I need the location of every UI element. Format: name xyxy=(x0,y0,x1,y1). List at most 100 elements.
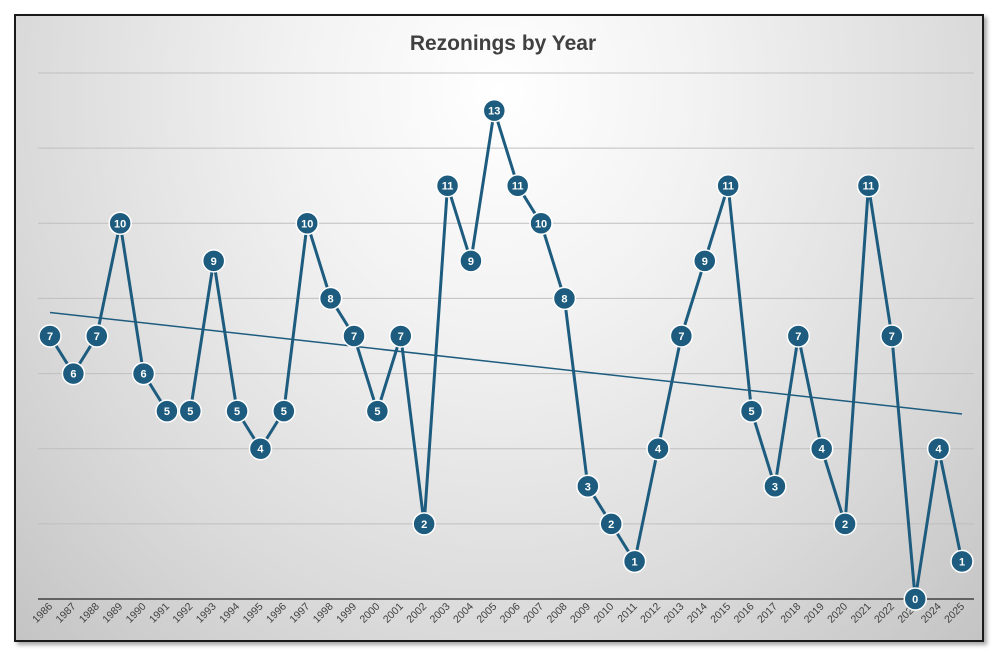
series-line xyxy=(48,109,964,601)
data-label: 6 xyxy=(140,369,146,381)
data-point xyxy=(809,436,834,461)
x-tick-label: 2021 xyxy=(849,601,874,626)
x-tick-label: 2018 xyxy=(778,601,803,626)
x-tick-label: 2000 xyxy=(358,601,383,626)
data-label: 4 xyxy=(257,444,264,456)
data-point xyxy=(763,474,787,499)
data-label: 1 xyxy=(632,556,638,568)
data-label: 9 xyxy=(211,256,217,268)
data-label: 6 xyxy=(70,369,76,381)
data-point xyxy=(786,324,811,348)
x-tick-label: 2015 xyxy=(708,601,733,626)
trendline xyxy=(49,311,963,415)
x-tick-label: 2025 xyxy=(942,601,967,626)
data-point xyxy=(669,324,694,348)
data-label: 1 xyxy=(959,556,965,568)
data-point xyxy=(61,361,86,386)
data-label: 5 xyxy=(234,406,240,418)
data-label: 7 xyxy=(398,331,404,343)
data-point xyxy=(950,549,974,574)
data-label: 7 xyxy=(678,331,684,343)
x-tick-label: 1996 xyxy=(264,601,289,626)
gridlines xyxy=(38,72,974,525)
data-label: 5 xyxy=(748,406,754,418)
x-tick-label: 2013 xyxy=(662,601,687,626)
data-label: 11 xyxy=(512,181,524,193)
chart-title: Rezonings by Year xyxy=(410,32,596,55)
x-tick-label: 1999 xyxy=(334,601,359,626)
data-point xyxy=(412,512,436,536)
data-label: 7 xyxy=(47,331,53,343)
data-label: 3 xyxy=(772,481,778,493)
data-point xyxy=(856,173,881,198)
data-point xyxy=(622,549,647,574)
data-label: 8 xyxy=(561,293,567,305)
data-label: 10 xyxy=(114,218,126,230)
x-tick-label: 2022 xyxy=(872,601,897,626)
data-label: 9 xyxy=(702,256,708,268)
data-point xyxy=(108,211,132,236)
data-point xyxy=(576,474,600,499)
data-point xyxy=(903,587,927,611)
x-tick-label: 2009 xyxy=(568,601,593,626)
x-tick-label: 2004 xyxy=(451,601,476,626)
data-point xyxy=(552,286,577,311)
x-tick-label: 2012 xyxy=(638,601,663,626)
data-label: 9 xyxy=(468,256,474,268)
x-tick-label: 1995 xyxy=(241,601,266,626)
data-point xyxy=(85,324,109,348)
data-point xyxy=(225,399,249,423)
x-tick-label: 1992 xyxy=(170,601,195,626)
data-point xyxy=(155,399,179,423)
data-point xyxy=(38,324,62,348)
x-tick-label: 1989 xyxy=(100,601,125,626)
x-tick-label: 2001 xyxy=(381,601,406,626)
data-label: 3 xyxy=(585,481,591,493)
x-axis: 1986198719881989199019911992199319941995… xyxy=(30,598,974,626)
data-point xyxy=(248,436,273,461)
data-point xyxy=(178,399,203,423)
x-tick-label: 2020 xyxy=(825,601,850,626)
data-label: 5 xyxy=(164,406,170,418)
data-point xyxy=(833,512,857,536)
x-tick-label: 1997 xyxy=(287,601,312,626)
data-label: 4 xyxy=(936,444,943,456)
data-point xyxy=(459,249,483,273)
x-tick-label: 2006 xyxy=(498,601,523,626)
data-point xyxy=(926,436,951,461)
data-point xyxy=(365,399,390,423)
data-point xyxy=(880,324,904,348)
x-tick-label: 1993 xyxy=(194,601,219,626)
data-label: 11 xyxy=(722,181,734,193)
x-tick-label: 2003 xyxy=(428,601,453,626)
x-tick-label: 1988 xyxy=(77,601,102,626)
x-tick-label: 2002 xyxy=(404,601,429,626)
data-label: 7 xyxy=(94,331,100,343)
data-point xyxy=(716,173,740,198)
x-tick-label: 2016 xyxy=(732,601,757,626)
data-point xyxy=(201,249,226,273)
data-label: 5 xyxy=(281,406,287,418)
data-point xyxy=(739,399,764,423)
data-point xyxy=(482,98,507,123)
data-point xyxy=(435,173,460,198)
x-tick-label: 1987 xyxy=(54,601,79,626)
x-tick-label: 2010 xyxy=(591,601,616,626)
x-tick-label: 1986 xyxy=(30,601,55,626)
x-tick-label: 2017 xyxy=(755,601,780,626)
data-point xyxy=(342,324,366,348)
data-point xyxy=(389,324,413,348)
data-point xyxy=(295,211,319,236)
data-point xyxy=(505,173,530,198)
data-label: 7 xyxy=(795,331,801,343)
x-tick-label: 2014 xyxy=(685,601,710,626)
data-label: 5 xyxy=(187,406,193,418)
x-tick-label: 1998 xyxy=(311,601,336,626)
data-point xyxy=(131,361,156,386)
data-label: 2 xyxy=(842,519,848,531)
data-label: 8 xyxy=(328,293,334,305)
data-point xyxy=(318,286,343,311)
data-point xyxy=(646,436,670,461)
x-tick-label: 1991 xyxy=(147,601,172,626)
